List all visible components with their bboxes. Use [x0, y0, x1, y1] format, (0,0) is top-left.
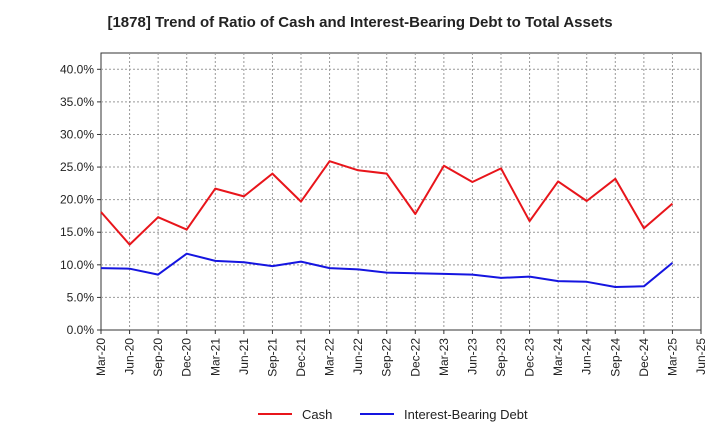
y-tick-label: 25.0% — [60, 160, 94, 174]
series-line-cash — [100, 160, 674, 246]
legend-label-cash: Cash — [302, 406, 333, 422]
x-tick-label: Sep-21 — [265, 338, 279, 377]
legend: Cash Interest-Bearing Debt — [0, 404, 720, 424]
x-tick-label: Mar-24 — [551, 338, 565, 376]
y-tick-label: 0.0% — [67, 323, 95, 337]
y-tick-label: 5.0% — [67, 290, 95, 304]
x-tick-label: Mar-25 — [665, 338, 679, 376]
x-tick-label: Dec-20 — [180, 338, 194, 377]
x-tick-label: Mar-22 — [323, 338, 337, 376]
y-tick-label: 40.0% — [60, 62, 94, 76]
chart-title: [1878] Trend of Ratio of Cash and Intere… — [107, 14, 613, 31]
x-tick-label: Mar-23 — [437, 338, 451, 376]
plot-frame — [100, 52, 702, 331]
x-tick-label: Dec-24 — [637, 338, 651, 377]
x-tick-label: Sep-24 — [608, 338, 622, 377]
x-tick-label: Mar-21 — [208, 338, 222, 376]
y-tick-label: 35.0% — [60, 95, 94, 109]
x-tick-label: Jun-25 — [694, 338, 708, 375]
y-tick-label: 30.0% — [60, 127, 94, 141]
x-tick-label: Jun-20 — [123, 338, 137, 375]
x-tick-label: Jun-23 — [465, 338, 479, 375]
x-tick-label: Sep-23 — [494, 338, 508, 377]
legend-swatch-cash — [258, 413, 292, 415]
legend-label-debt: Interest-Bearing Debt — [404, 406, 528, 422]
y-tick-label: 10.0% — [60, 258, 94, 272]
y-tick-label: 20.0% — [60, 193, 94, 207]
legend-item-debt: Interest-Bearing Debt — [360, 404, 528, 424]
x-tick-label: Sep-22 — [380, 338, 394, 377]
x-tick-label: Sep-20 — [151, 338, 165, 377]
x-tick-label: Jun-22 — [351, 338, 365, 375]
series-line-interest-bearing-debt — [100, 252, 674, 288]
x-tick-label: Jun-24 — [580, 338, 594, 375]
y-tick-label: 15.0% — [60, 225, 94, 239]
legend-swatch-debt — [360, 413, 394, 415]
x-tick-label: Jun-21 — [237, 338, 251, 375]
legend-item-cash: Cash — [258, 404, 332, 424]
x-tick-label: Dec-21 — [294, 338, 308, 377]
x-tick-label: Mar-20 — [94, 338, 108, 376]
x-tick-label: Dec-23 — [523, 338, 537, 377]
x-tick-label: Dec-22 — [408, 338, 422, 377]
